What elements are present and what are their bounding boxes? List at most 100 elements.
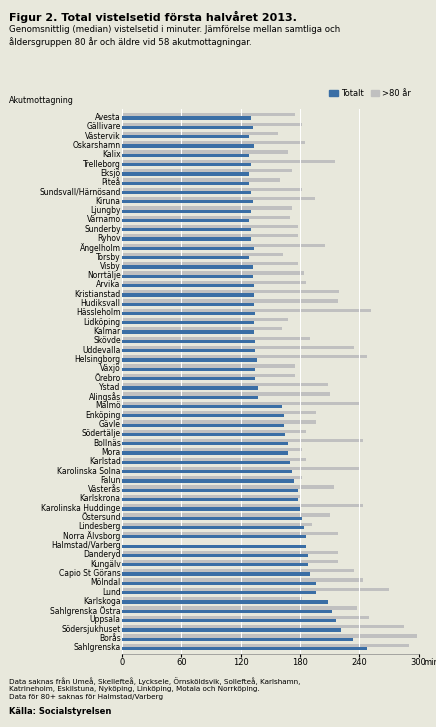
Bar [122, 300, 337, 302]
Bar [122, 178, 280, 182]
Bar [122, 153, 249, 157]
Bar [122, 160, 334, 163]
Bar [122, 643, 409, 647]
Bar [122, 507, 300, 510]
Bar [122, 293, 253, 297]
Bar [122, 433, 285, 436]
Bar [122, 476, 302, 479]
Bar [122, 377, 255, 380]
Bar [122, 470, 292, 473]
Bar [122, 405, 282, 408]
Bar [122, 535, 306, 539]
Bar [122, 402, 359, 405]
Bar [122, 625, 404, 628]
Bar [122, 246, 253, 250]
Text: Data saknas från Umeå, Skellefteå, Lycksele, Örnsköldsvik, Sollefteå, Karlshamn,: Data saknas från Umeå, Skellefteå, Lycks… [9, 678, 300, 686]
Bar [122, 172, 249, 176]
Bar [122, 281, 306, 284]
Bar [122, 619, 336, 622]
Bar [122, 275, 252, 278]
Bar [122, 550, 337, 554]
Text: Katrineholm, Eskilstuna, Nyköping, Linköping, Motala och Norrköping.: Katrineholm, Eskilstuna, Nyköping, Linkö… [9, 686, 259, 691]
Bar [122, 579, 363, 582]
Bar [122, 150, 288, 153]
Bar [122, 638, 353, 640]
Bar [122, 411, 316, 414]
Bar [122, 582, 316, 585]
Bar [122, 135, 249, 138]
Bar [122, 206, 292, 209]
Bar [122, 253, 283, 256]
Legend: Totalt, >80 år: Totalt, >80 år [326, 86, 414, 102]
Bar [122, 126, 252, 129]
Bar [122, 182, 249, 185]
Bar [122, 302, 253, 306]
Bar [122, 200, 252, 204]
Text: Figur 2. Total vistelsetid första halvåret 2013.: Figur 2. Total vistelsetid första halvår… [9, 11, 296, 23]
Bar [122, 216, 290, 219]
Bar [122, 430, 306, 433]
Bar [122, 461, 290, 464]
Bar [122, 228, 251, 231]
Text: Källa: Socialstyrelsen: Källa: Socialstyrelsen [9, 707, 111, 715]
Bar [122, 309, 371, 312]
Bar [122, 439, 363, 442]
Bar [122, 145, 253, 148]
Text: Akutmottagning: Akutmottagning [9, 97, 74, 105]
Bar [122, 219, 249, 222]
Bar [122, 188, 302, 191]
Bar [122, 569, 354, 572]
Bar [122, 383, 327, 386]
Bar [122, 132, 278, 135]
Bar [122, 209, 251, 213]
Bar [122, 597, 302, 601]
Bar [122, 395, 259, 399]
Bar [122, 169, 292, 172]
Bar [122, 424, 284, 427]
Bar [122, 284, 253, 287]
Bar [122, 256, 249, 260]
Bar [122, 191, 251, 194]
Bar [122, 587, 389, 591]
Bar [122, 197, 315, 200]
Bar [122, 457, 306, 461]
Bar [122, 610, 332, 613]
Bar [122, 321, 253, 324]
Bar [122, 346, 354, 349]
Bar [122, 340, 255, 343]
Bar [122, 356, 367, 358]
Text: Genomsnittlig (median) vistelsetid i minuter. Jämförelse mellan samtliga och
åld: Genomsnittlig (median) vistelsetid i min… [9, 25, 340, 47]
Bar [122, 451, 288, 454]
Bar [122, 489, 298, 492]
Bar [122, 517, 302, 520]
Bar [122, 479, 294, 483]
Bar [122, 647, 367, 650]
Bar [122, 495, 300, 498]
Bar [122, 163, 251, 166]
Bar [122, 601, 327, 603]
Bar [122, 141, 305, 145]
Bar [122, 560, 337, 563]
Bar [122, 116, 251, 120]
Bar [122, 225, 298, 228]
Bar [122, 364, 295, 368]
Bar [122, 234, 298, 238]
Bar [122, 113, 295, 116]
Bar [122, 486, 334, 489]
Bar [122, 606, 357, 610]
Bar [122, 265, 252, 268]
Bar [122, 420, 316, 424]
Bar [122, 318, 288, 321]
Bar [122, 554, 308, 557]
Bar [122, 312, 255, 315]
Bar [122, 327, 282, 331]
Bar [122, 449, 302, 451]
Bar [122, 545, 306, 547]
Bar [122, 262, 298, 265]
Bar [122, 123, 302, 126]
Bar [122, 504, 363, 507]
Bar [122, 414, 284, 417]
Bar [122, 616, 369, 619]
Bar [122, 513, 330, 517]
Bar [122, 290, 340, 293]
